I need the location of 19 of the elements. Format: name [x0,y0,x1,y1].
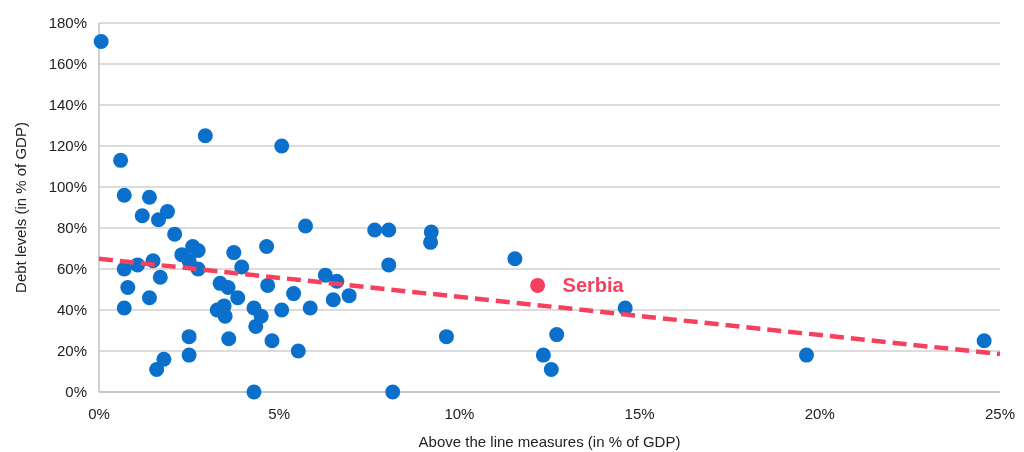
y-tick-label: 140% [48,96,87,114]
x-tick-label: 20% [804,405,835,422]
y-axis-title: Debt levels (in % of GDP) [12,122,29,293]
y-tick-label: 80% [56,219,87,237]
x-tick-label: 15% [624,405,655,422]
y-tick-label: 120% [48,137,87,155]
y-tick-label: 60% [56,260,87,278]
x-tick-label: 5% [268,405,291,422]
series-label: Serbia [562,274,625,297]
y-tick-label: 40% [56,301,87,319]
x-tick-label: 10% [444,405,475,422]
y-tick-label: 160% [48,55,87,73]
y-tick-label: 180% [48,14,87,32]
x-axis-title: Above the line measures (in % of GDP) [418,433,681,450]
x-tick-label: 0% [88,405,110,422]
y-tick-label: 20% [56,342,87,360]
y-tick-label: 0% [65,383,87,401]
y-tick-label: 100% [48,178,87,196]
x-tick-label: 25% [984,405,1016,422]
